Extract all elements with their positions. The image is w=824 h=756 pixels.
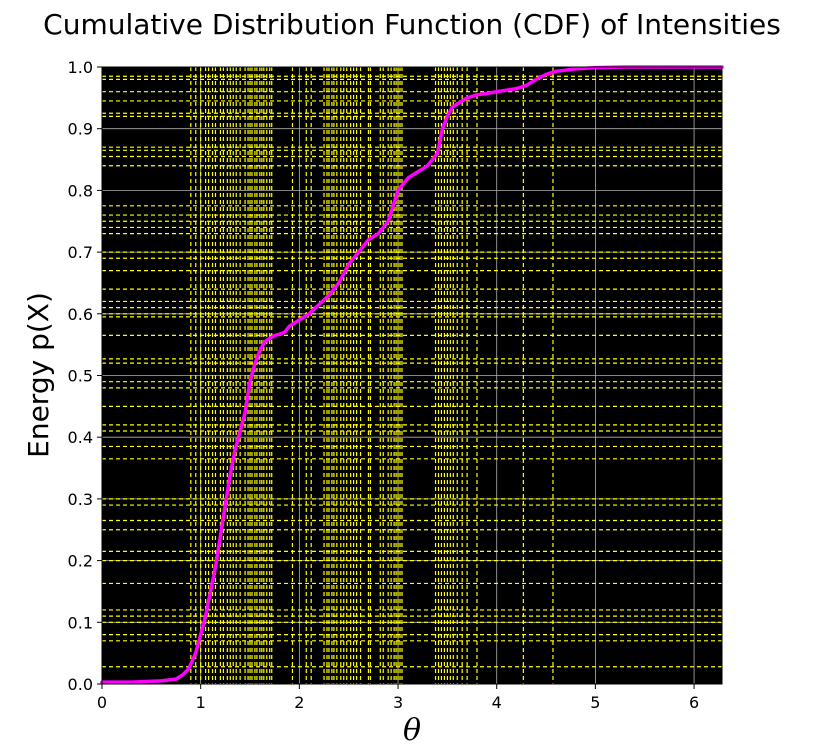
chart-title: Cumulative Distribution Function (CDF) o… xyxy=(43,8,781,41)
y-axis-ticks: 0.0 0.1 0.2 0.3 0.4 0.5 0.6 0.7 0.8 0.9 1.0 xyxy=(68,58,102,694)
horizontal-marker-lines xyxy=(102,75,722,668)
x-axis-ticks: 0 1 2 3 4 5 6 xyxy=(97,684,699,712)
y-tick-label: 0.1 xyxy=(68,613,93,632)
y-tick-label: 0.3 xyxy=(68,490,93,509)
y-tick-label: 0.9 xyxy=(68,120,93,139)
x-tick-label: 4 xyxy=(492,693,502,712)
x-tick-label: 6 xyxy=(689,693,699,712)
y-tick-label: 0.8 xyxy=(68,181,93,200)
x-tick-label: 2 xyxy=(294,693,304,712)
x-tick-label: 5 xyxy=(590,693,600,712)
y-tick-label: 0.7 xyxy=(68,243,93,262)
x-axis-label: θ xyxy=(403,713,421,748)
y-axis-label: Energy p(X) xyxy=(22,292,55,458)
cdf-series-line xyxy=(100,65,724,684)
x-tick-label: 0 xyxy=(97,693,107,712)
vertical-marker-lines xyxy=(190,67,554,684)
y-tick-label: 0.6 xyxy=(68,305,93,324)
y-tick-label: 0.5 xyxy=(68,367,93,386)
y-tick-label: 0.0 xyxy=(68,675,93,694)
x-tick-label: 1 xyxy=(196,693,206,712)
x-tick-label: 3 xyxy=(393,693,403,712)
y-tick-label: 0.2 xyxy=(68,552,93,571)
y-tick-label: 1.0 xyxy=(68,58,93,77)
y-tick-label: 0.4 xyxy=(68,428,93,447)
